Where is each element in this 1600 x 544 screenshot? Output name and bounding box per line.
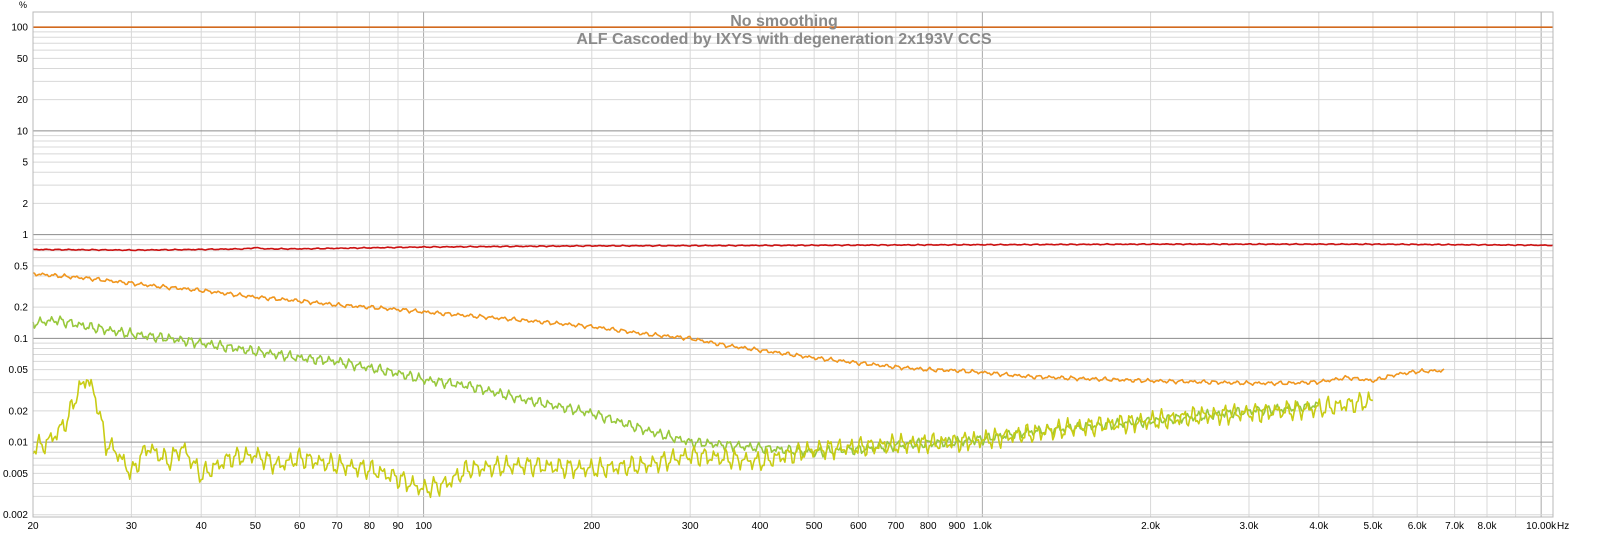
- x-tick-label: 200: [583, 521, 600, 532]
- x-tick-label: 8.0k: [1478, 521, 1498, 532]
- x-tick-label: 100: [415, 521, 432, 532]
- series-line: [32, 272, 1445, 387]
- y-tick-label: 0.5: [14, 261, 28, 272]
- x-tick-label: 3.0k: [1240, 521, 1260, 532]
- x-tick-label: 6.0k: [1408, 521, 1428, 532]
- x-tick-label: 50: [250, 521, 262, 532]
- y-tick-label: 2: [22, 199, 28, 210]
- x-tick-label: 60: [294, 521, 306, 532]
- x-tick-label: 30: [126, 521, 138, 532]
- chart-title: No smoothing: [730, 13, 838, 30]
- x-tick-label: 800: [920, 521, 937, 532]
- x-tick-label: 900: [948, 521, 965, 532]
- tick-labels: 20 30 40 50 60 70 80 90 100 200 300 400 500 600 700 800…: [3, 23, 1557, 532]
- series-line: [32, 242, 1554, 252]
- plot-background: [33, 12, 1553, 517]
- x-tick-label: 700: [887, 521, 904, 532]
- x-tick-label: 2.0k: [1141, 521, 1161, 532]
- y-tick-label: 0.1: [14, 334, 28, 345]
- x-tick-label: 1.0k: [973, 521, 993, 532]
- series-line: [32, 378, 1373, 499]
- y-tick-label: 100: [11, 23, 28, 34]
- x-tick-label: 40: [196, 521, 208, 532]
- y-tick-label: 0.2: [14, 303, 28, 314]
- x-tick-label: 90: [392, 521, 404, 532]
- chart-subtitle: ALF Cascoded by IXYS with degeneration 2…: [576, 31, 992, 48]
- y-tick-label: 0.02: [9, 406, 29, 417]
- y-tick-label: 0.01: [9, 438, 29, 449]
- x-tick-label: 20: [27, 521, 39, 532]
- x-tick-label: 600: [850, 521, 867, 532]
- y-tick-label: 20: [17, 95, 29, 106]
- x-tick-label: 4.0k: [1309, 521, 1329, 532]
- y-tick-label: 50: [17, 54, 29, 65]
- y-tick-label: 1: [22, 230, 28, 241]
- x-tick-label: 70: [331, 521, 343, 532]
- plot-frame: [32, 11, 1554, 518]
- y-tick-label: 0.005: [3, 469, 28, 480]
- x-tick-label: 80: [364, 521, 376, 532]
- x-tick-label: 10.00k: [1526, 521, 1557, 532]
- x-unit-label: Hz: [1557, 521, 1569, 532]
- x-tick-label: 7.0k: [1445, 521, 1465, 532]
- y-unit-label: %: [19, 0, 27, 10]
- x-tick-label: 400: [752, 521, 769, 532]
- grid: [32, 12, 1553, 517]
- y-tick-label: 5: [22, 158, 28, 169]
- y-tick-label: 0.002: [3, 510, 28, 521]
- y-tick-label: 0.05: [9, 365, 29, 376]
- y-tick-label: 10: [17, 126, 29, 137]
- x-tick-label: 500: [806, 521, 823, 532]
- series-layer: [32, 26, 1554, 499]
- x-tick-label: 5.0k: [1363, 521, 1383, 532]
- x-tick-label: 300: [682, 521, 699, 532]
